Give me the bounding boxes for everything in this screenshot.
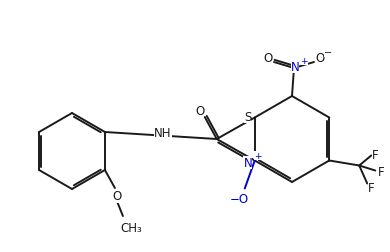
- Text: F: F: [368, 181, 374, 194]
- Text: S: S: [244, 111, 252, 123]
- Text: −: −: [324, 48, 332, 58]
- Text: O: O: [195, 104, 204, 117]
- Text: CH₃: CH₃: [120, 222, 142, 235]
- Text: N: N: [291, 60, 300, 73]
- Text: O: O: [316, 51, 324, 64]
- Text: F: F: [378, 165, 385, 178]
- Text: +: +: [254, 151, 262, 160]
- Text: N: N: [243, 156, 252, 169]
- Text: O: O: [112, 190, 122, 203]
- Text: F: F: [372, 148, 379, 161]
- Text: NH: NH: [154, 127, 172, 139]
- Text: O: O: [263, 51, 273, 64]
- Text: +: +: [300, 56, 308, 65]
- Text: −O: −O: [230, 192, 249, 205]
